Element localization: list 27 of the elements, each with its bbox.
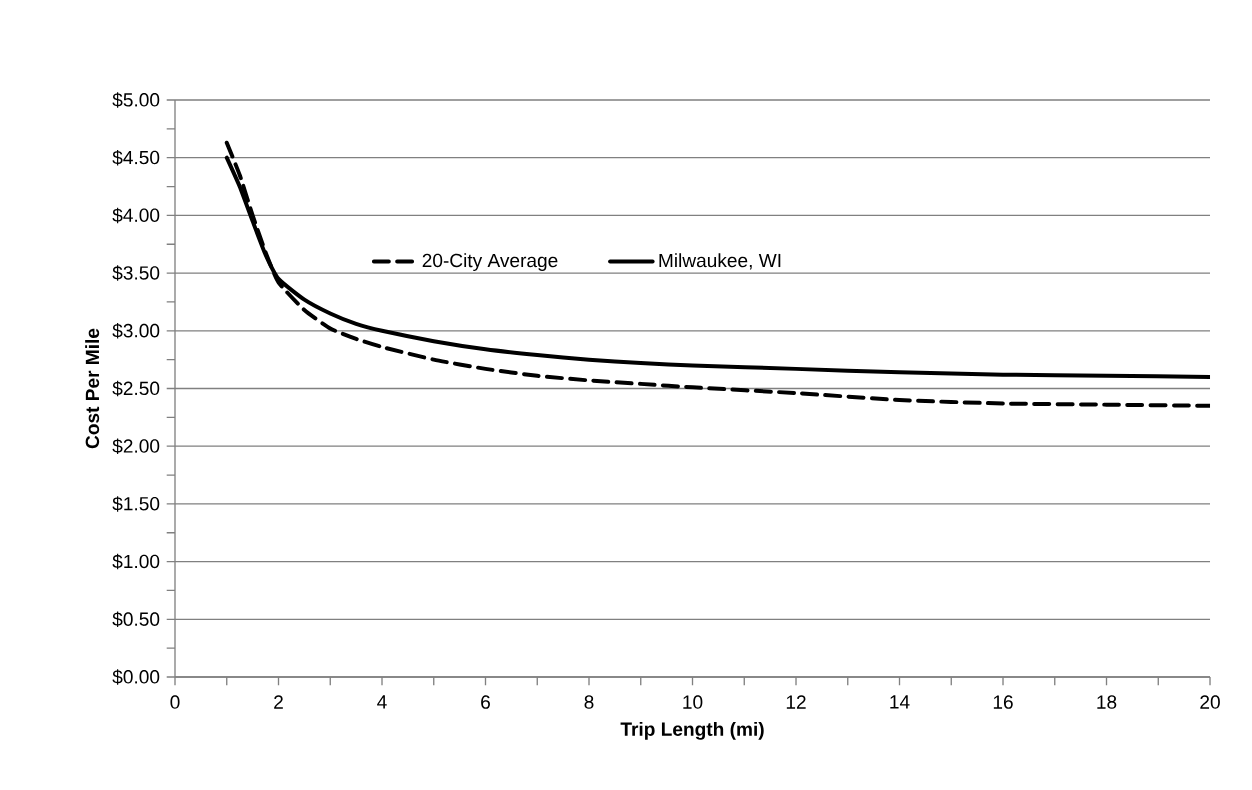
line-series [224,140,1211,408]
x-tick-label: 10 [683,695,703,709]
y-tick-label: $1.50 [112,496,160,512]
x-tick-label: 12 [786,695,806,709]
x-tick-label: 18 [1097,695,1117,709]
y-tick-label: $2.00 [112,438,160,454]
legend-label: Milwaukee, WI [659,253,781,270]
x-tick-label: 2 [274,695,283,709]
y-tick-label: $4.50 [112,149,160,166]
x-axis-title: Trip Length (mi) [620,721,764,740]
y-tick-label: $0.00 [112,669,160,685]
y-tick-label: $5.00 [112,92,160,108]
x-tick-label: 8 [584,695,594,709]
y-tick-label: $2.50 [112,380,160,397]
y-tick-label: $4.00 [112,207,160,224]
x-tick-label: 6 [481,695,490,709]
x-tick-label: 4 [377,695,387,709]
y-tick-label: $3.00 [112,323,160,339]
x-tick-label: 20 [1200,695,1220,709]
legend-label: 20-City Average [422,253,558,271]
y-tick-label: $1.00 [112,553,160,570]
x-tick-label: 14 [890,695,910,709]
y-axis-title: Cost Per Mile [85,328,100,449]
y-tick-label: $0.50 [112,611,160,628]
y-tick-label: $3.50 [112,265,160,281]
x-tick-label: 0 [170,695,180,709]
x-tick-label: 16 [993,695,1013,709]
